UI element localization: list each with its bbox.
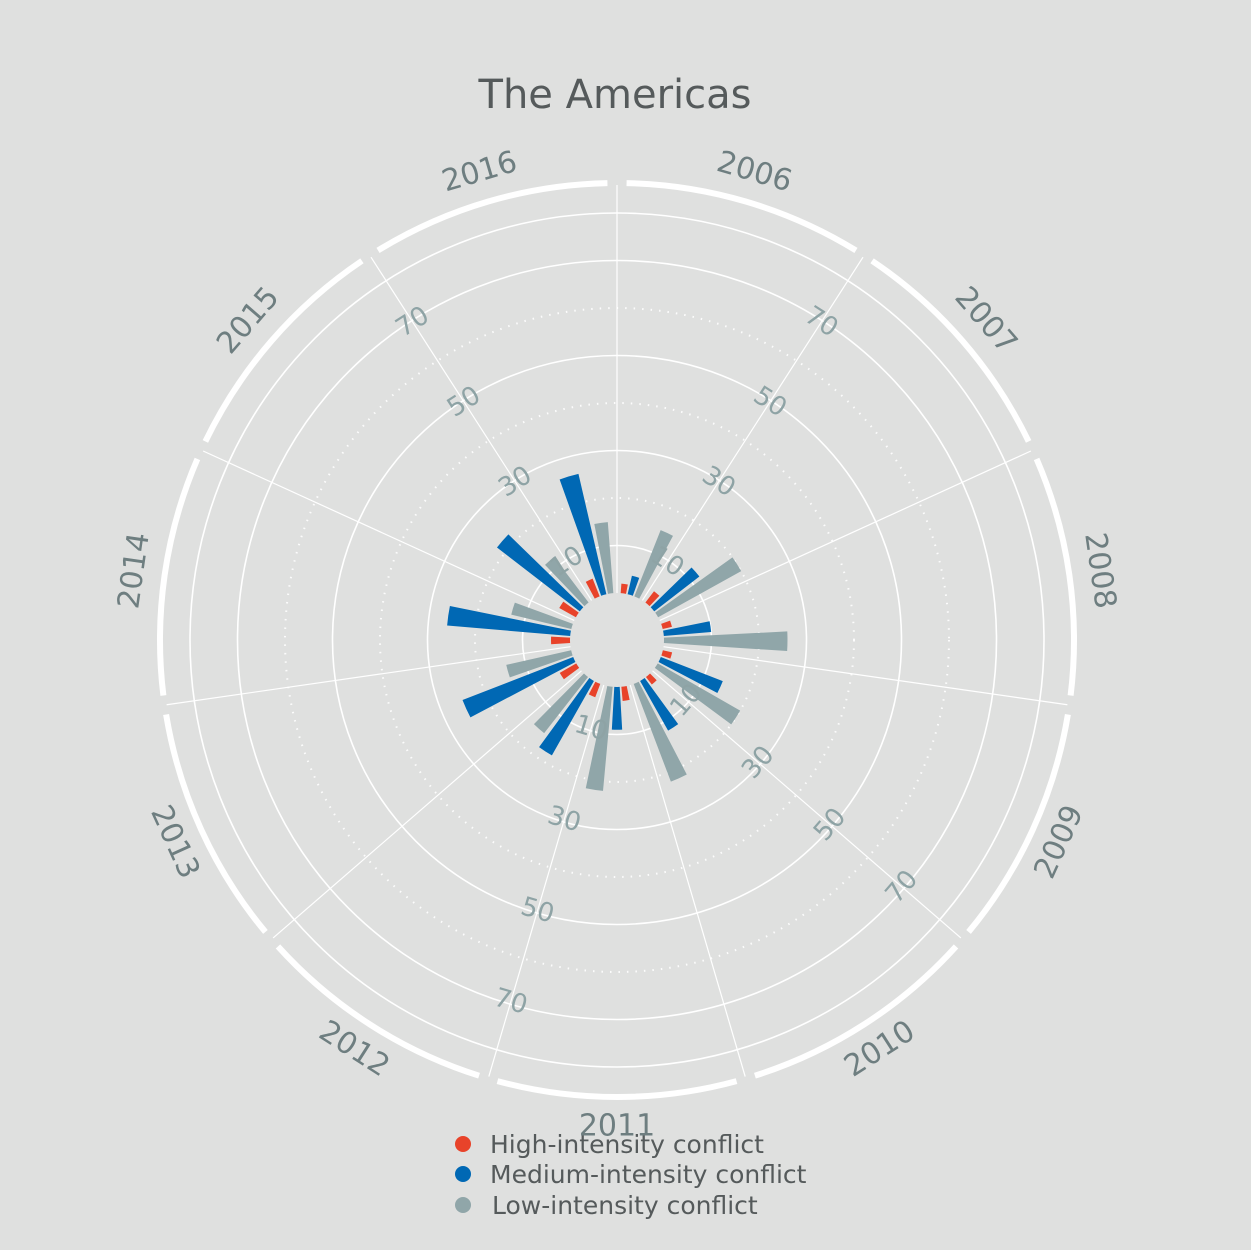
year-frame-arc <box>376 180 608 254</box>
year-frame-arc <box>966 714 1071 934</box>
bar-2009-high <box>661 650 673 659</box>
radial-grid <box>157 180 1077 1101</box>
bar-2010-high <box>645 673 657 685</box>
bar-2010-low <box>633 681 687 782</box>
grid-ring-minor <box>284 307 950 973</box>
legend: High-intensity conflict Medium-intensity… <box>455 1130 807 1220</box>
grid-spoke <box>659 450 1032 622</box>
bar-2007-low <box>655 557 742 618</box>
bar-2006-high <box>620 583 628 594</box>
year-frame-arc <box>626 180 858 254</box>
grid-spoke <box>370 256 593 601</box>
year-frame-arc <box>754 944 959 1079</box>
bar-2016-low <box>594 522 614 594</box>
year-frame-arc <box>870 258 1032 443</box>
bar-2010-medium <box>640 678 679 731</box>
bar-2006-low <box>634 530 673 599</box>
legend-label-medium: Medium-intensity conflict <box>490 1160 807 1189</box>
bar-2007-high <box>645 591 660 607</box>
bar-2011-high <box>621 685 630 701</box>
bar-2016-high <box>585 578 600 599</box>
legend-swatch-high <box>455 1136 471 1152</box>
year-label-2011: 2011 <box>579 1109 655 1144</box>
grid-spoke <box>663 646 1068 706</box>
bar-2008-low <box>663 631 788 652</box>
legend-item-low: Low-intensity conflict <box>455 1191 758 1220</box>
grid-spoke <box>488 684 605 1077</box>
bar-2012-low <box>533 673 589 734</box>
year-frame-arc <box>163 714 268 934</box>
legend-item-medium: Medium-intensity conflict <box>455 1160 807 1189</box>
grid-spoke <box>202 450 575 622</box>
chart-title: The Americas <box>478 72 752 118</box>
bar-2009-low <box>654 663 741 725</box>
bar-2012-medium <box>539 678 594 756</box>
legend-item-high: High-intensity conflict <box>455 1130 764 1159</box>
year-frame-arc <box>202 258 364 443</box>
bar-2015-medium <box>496 534 584 612</box>
year-frame-arc <box>496 1078 738 1101</box>
bars-group <box>447 473 788 791</box>
bar-2014-low <box>511 602 573 630</box>
grid-spoke <box>629 684 746 1077</box>
year-frame-arc <box>157 457 201 696</box>
bar-2009-medium <box>658 657 723 694</box>
legend-label-high: High-intensity conflict <box>490 1130 764 1159</box>
year-frame-arc <box>1033 457 1077 696</box>
bar-2015-high <box>559 601 579 618</box>
year-frame-arc <box>275 944 480 1079</box>
bar-2013-medium <box>462 657 576 718</box>
grid-spoke <box>652 670 962 939</box>
bar-2008-medium <box>663 621 712 636</box>
bar-2014-high <box>550 636 571 645</box>
bar-2012-high <box>588 681 601 698</box>
bar-2014-medium <box>447 606 571 636</box>
grid-spoke <box>272 670 582 939</box>
legend-swatch-medium <box>455 1166 471 1182</box>
grid-spoke <box>166 646 571 706</box>
legend-label-low: Low-intensity conflict <box>492 1191 758 1220</box>
grid-spoke <box>641 256 864 601</box>
bar-2015-low <box>545 557 589 607</box>
legend-swatch-low <box>455 1197 471 1213</box>
bar-2016-medium <box>559 473 607 596</box>
bar-2011-medium <box>611 686 623 730</box>
grid-ring-minor <box>379 402 855 878</box>
bar-2013-high <box>559 663 580 680</box>
bar-2013-low <box>506 650 573 678</box>
bar-2008-high <box>661 620 672 630</box>
bar-2007-medium <box>650 567 700 612</box>
bar-2011-low <box>585 685 613 791</box>
bar-2006-medium <box>627 575 640 596</box>
